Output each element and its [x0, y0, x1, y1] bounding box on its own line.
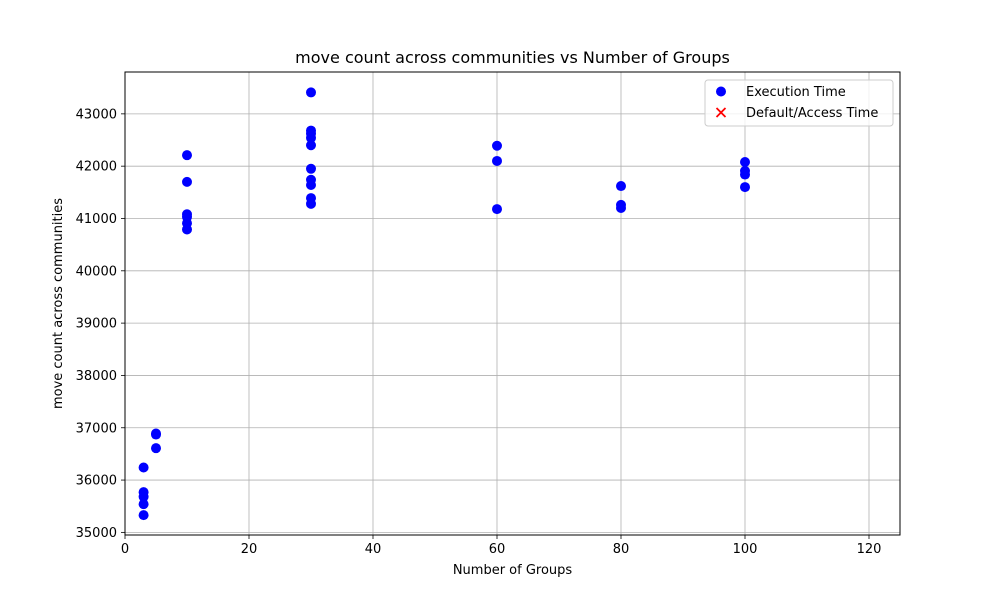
- legend: Execution Time Default/Access Time: [704, 79, 894, 127]
- x-tick-label: 20: [241, 542, 258, 557]
- data-point: [306, 132, 316, 143]
- data-point: [306, 163, 316, 174]
- x-tick-label: 60: [489, 542, 506, 557]
- y-axis-ticks: 35000 36000 37000 38000 39000 40000 41000 42000…: [76, 107, 125, 541]
- legend-label-execution-time: Execution Time: [746, 85, 846, 100]
- data-point: [182, 224, 192, 235]
- data-point: [740, 156, 750, 167]
- data-point: [151, 429, 161, 440]
- data-point: [492, 155, 502, 166]
- plot-frame: [124, 71, 901, 536]
- y-tick-label: 42000: [76, 160, 117, 175]
- data-point: [138, 462, 149, 473]
- y-tick-label: 35000: [76, 526, 117, 541]
- data-point: [138, 510, 149, 521]
- data-point: [616, 181, 626, 192]
- y-tick-label: 40000: [76, 264, 117, 279]
- data-point: [492, 140, 502, 151]
- data-point: [616, 203, 626, 214]
- data-point: [306, 140, 316, 151]
- data-point: [492, 204, 502, 215]
- data-point: [138, 499, 149, 510]
- data-points: [138, 87, 750, 521]
- data-point: [182, 176, 192, 187]
- data-point: [306, 180, 316, 191]
- y-axis-label: move count across communities: [51, 198, 66, 409]
- data-point: [138, 491, 149, 502]
- data-point: [306, 198, 316, 209]
- y-tick-label: 41000: [76, 212, 117, 227]
- x-tick-label: 40: [365, 542, 382, 557]
- data-point: [740, 182, 750, 193]
- x-axis-label: Number of Groups: [453, 563, 573, 578]
- x-tick-label: 0: [121, 542, 129, 557]
- chart-title: move count across communities vs Number …: [295, 48, 730, 67]
- y-tick-label: 36000: [76, 474, 117, 489]
- data-point: [151, 443, 161, 454]
- x-tick-label: 80: [613, 542, 630, 557]
- x-tick-label: 120: [857, 542, 882, 557]
- data-point: [306, 87, 316, 98]
- y-tick-label: 43000: [76, 107, 117, 122]
- grid-lines: [124, 72, 900, 535]
- x-axis-ticks: 0 20 40 60 80 100 120: [121, 535, 882, 557]
- legend-marker-default-access-time: [715, 107, 727, 118]
- legend-marker-execution-time: [716, 86, 726, 97]
- x-tick-label: 100: [733, 542, 758, 557]
- legend-label-default-access-time: Default/Access Time: [746, 106, 878, 121]
- data-point: [182, 150, 192, 161]
- y-tick-label: 38000: [76, 369, 117, 384]
- y-tick-label: 39000: [76, 317, 117, 332]
- data-point: [740, 169, 750, 180]
- y-tick-label: 37000: [76, 421, 117, 436]
- legend-box: [704, 79, 894, 127]
